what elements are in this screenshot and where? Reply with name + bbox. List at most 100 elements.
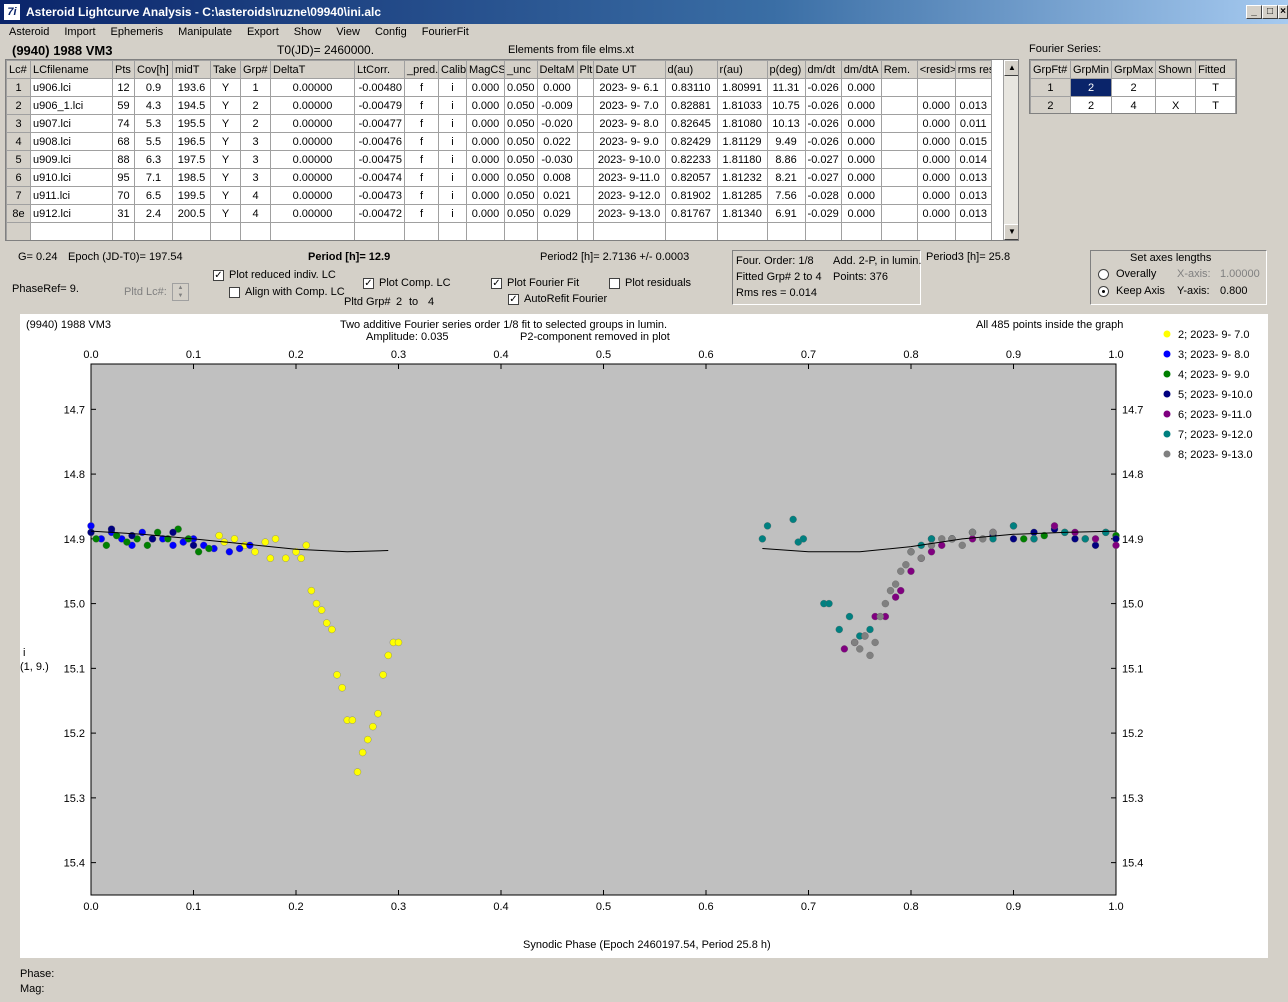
fourier-cell[interactable]: T [1195, 96, 1236, 113]
table-cell[interactable]: 2023- 9-13.0 [592, 204, 666, 223]
menu-import[interactable]: Import [64, 26, 96, 38]
table-cell[interactable] [576, 96, 594, 115]
table-cell[interactable]: i [438, 132, 467, 151]
table-cell[interactable]: 70 [112, 186, 135, 205]
table-cell[interactable] [880, 132, 918, 151]
table-cell[interactable]: 0.000 [840, 114, 882, 133]
menu-config[interactable]: Config [374, 26, 407, 38]
table-cell[interactable] [954, 78, 992, 97]
table-cell[interactable]: 196.5 [172, 132, 211, 151]
fourier-cell[interactable]: 1 [1030, 78, 1071, 97]
table-cell[interactable]: 5.5 [134, 132, 173, 151]
table-cell[interactable]: -0.030 [536, 150, 578, 169]
menu-ephemeris[interactable]: Ephemeris [110, 26, 164, 38]
table-cell[interactable] [576, 114, 594, 133]
table-cell[interactable]: 0.011 [954, 114, 992, 133]
table-cell[interactable] [576, 186, 594, 205]
table-cell[interactable] [592, 222, 666, 240]
table-cell[interactable]: 4 [6, 132, 31, 151]
table-cell[interactable]: 0.82429 [664, 132, 718, 151]
table-cell[interactable]: 3 [240, 150, 271, 169]
menu-view[interactable]: View [336, 26, 360, 38]
align-comp-checkbox[interactable] [229, 287, 240, 298]
table-cell[interactable]: -0.00473 [354, 186, 405, 205]
table-cell[interactable]: 0.82057 [664, 168, 718, 187]
pltd-grp-to[interactable]: 4 [428, 296, 435, 308]
table-cell[interactable] [880, 168, 918, 187]
table-cell[interactable]: 194.5 [172, 96, 211, 115]
table-cell[interactable] [880, 150, 918, 169]
table-cell[interactable]: 0.050 [504, 114, 538, 133]
table-cell[interactable]: 0.81902 [664, 186, 718, 205]
table-row[interactable]: 3 u907.lci 74 5.3 195.5 Y 2 0.00000 -0.00477 f i 0.… [6, 114, 992, 133]
fourier-cell[interactable]: X [1155, 96, 1197, 113]
table-cell[interactable]: 0.000 [916, 114, 956, 133]
table-cell[interactable]: 0.022 [536, 132, 578, 151]
table-cell[interactable]: 6 [6, 168, 31, 187]
table-cell[interactable]: u912.lci [30, 204, 113, 223]
table-cell[interactable]: 1.81232 [716, 168, 768, 187]
table-cell[interactable]: f [404, 186, 439, 205]
fourier-cell[interactable] [1155, 78, 1197, 97]
table-cell[interactable] [134, 222, 173, 240]
table-cell[interactable]: u908.lci [30, 132, 113, 151]
table-cell[interactable]: 1.81033 [716, 96, 768, 115]
table-cell[interactable]: i [438, 150, 467, 169]
table-cell[interactable]: 2.4 [134, 204, 173, 223]
fourier-cell[interactable]: T [1195, 78, 1236, 97]
table-cell[interactable]: f [404, 132, 439, 151]
table-cell[interactable]: -0.00474 [354, 168, 405, 187]
table-cell[interactable]: 0.050 [504, 78, 538, 97]
table-cell[interactable]: 3 [240, 168, 271, 187]
table-cell[interactable] [880, 78, 918, 97]
table-cell[interactable]: 0.050 [504, 186, 538, 205]
table-cell[interactable]: i [438, 114, 467, 133]
table-row[interactable]: 1 u906.lci 12 0.9 193.6 Y 1 0.00000 -0.00480 f i 0.… [6, 78, 992, 97]
table-cell[interactable]: 199.5 [172, 186, 211, 205]
table-cell[interactable]: u907.lci [30, 114, 113, 133]
column-header[interactable]: MagCS [466, 60, 505, 79]
table-cell[interactable] [766, 222, 806, 240]
table-cell[interactable]: 2 [6, 96, 31, 115]
table-cell[interactable]: u906.lci [30, 78, 113, 97]
table-cell[interactable]: 6.5 [134, 186, 173, 205]
table-cell[interactable]: 0.000 [466, 114, 505, 133]
table-cell[interactable]: 0.00000 [270, 96, 355, 115]
table-cell[interactable]: Y [210, 204, 241, 223]
table-cell[interactable] [916, 78, 956, 97]
table-cell[interactable]: 0.013 [954, 168, 992, 187]
table-cell[interactable]: 10.75 [766, 96, 806, 115]
table-cell[interactable] [30, 222, 113, 240]
table-cell[interactable]: 68 [112, 132, 135, 151]
table-cell[interactable]: -0.00480 [354, 78, 405, 97]
table-cell[interactable] [466, 222, 505, 240]
table-cell[interactable]: 0.000 [916, 168, 956, 187]
table-cell[interactable]: 0.82881 [664, 96, 718, 115]
column-header[interactable]: DeltaM [536, 60, 578, 79]
period-value[interactable]: Period [h]= 12.9 [308, 251, 391, 263]
table-cell[interactable]: -0.026 [804, 132, 842, 151]
table-cell[interactable]: f [404, 114, 439, 133]
table-cell[interactable]: 0.015 [954, 132, 992, 151]
column-header[interactable]: LtCorr. [354, 60, 405, 79]
column-header[interactable]: dm/dt [804, 60, 842, 79]
table-cell[interactable]: 0.013 [954, 96, 992, 115]
table-cell[interactable]: 0.000 [466, 168, 505, 187]
column-header[interactable]: d(au) [664, 60, 718, 79]
table-cell[interactable] [576, 78, 594, 97]
column-header[interactable]: GrpMax [1111, 60, 1157, 79]
table-cell[interactable]: 2023- 9-10.0 [592, 150, 666, 169]
table-cell[interactable]: 0.000 [840, 186, 882, 205]
table-cell[interactable]: 1 [240, 78, 271, 97]
table-cell[interactable] [664, 222, 718, 240]
pltd-lc-spinner[interactable]: ▲ ▼ [172, 283, 189, 301]
table-cell[interactable]: 2023- 9-12.0 [592, 186, 666, 205]
table-cell[interactable]: 2023- 9-11.0 [592, 168, 666, 187]
table-cell[interactable]: i [438, 186, 467, 205]
table-cell[interactable]: 1.81180 [716, 150, 768, 169]
table-row[interactable]: 4 u908.lci 68 5.5 196.5 Y 3 0.00000 -0.00476 f i 0.… [6, 132, 992, 151]
table-cell[interactable]: 0.00000 [270, 204, 355, 223]
table-cell[interactable]: 2023- 9- 8.0 [592, 114, 666, 133]
table-cell[interactable]: 4 [240, 186, 271, 205]
